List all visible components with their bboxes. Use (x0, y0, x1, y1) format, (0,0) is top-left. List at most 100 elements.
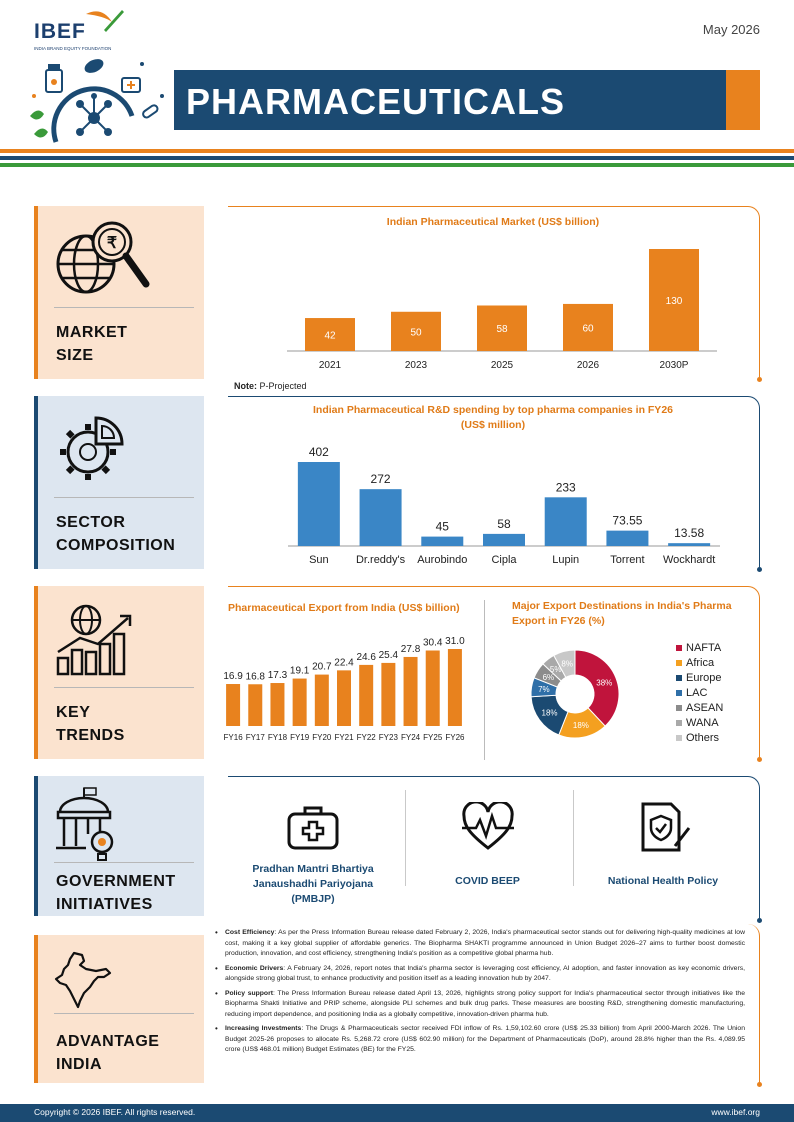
svg-text:₹: ₹ (107, 235, 117, 252)
panel-divider (54, 1013, 194, 1014)
slice-label: 8% (561, 659, 573, 668)
slice-label: 38% (596, 678, 612, 687)
data-label: 233 (556, 480, 576, 494)
bar (337, 670, 351, 726)
donut-slice (574, 649, 620, 727)
data-label: 50 (410, 327, 422, 338)
tick-label: Torrent (610, 554, 644, 566)
market-note: Note: P-Projected (234, 381, 307, 391)
legend-label: LAC (686, 686, 708, 699)
advantage-item: Economic Drivers: A February 24, 2026, r… (213, 964, 745, 985)
tick-label: FY22 (357, 733, 377, 742)
chart-title-exports: Pharmaceutical Export from India (US$ bi… (228, 602, 460, 614)
panel-key-trends: KEY TRENDS (34, 586, 204, 759)
bar (563, 303, 613, 351)
tick-label: FY21 (334, 733, 354, 742)
page-title: PHARMACEUTICALS (186, 81, 565, 122)
legend-swatch (676, 719, 682, 726)
data-label: 31.0 (445, 636, 465, 647)
export-bar-chart: 16.9 FY16 16.8 FY17 17.3 FY18 19.1 FY19 20.7 FY20… (223, 636, 465, 742)
government-building-icon (56, 787, 114, 861)
panel-divider (54, 687, 194, 688)
copyright-text: Copyright © 2026 IBEF. All rights reserv… (34, 1107, 196, 1117)
legend-label: WANA (686, 716, 719, 729)
data-label: 73.55 (612, 514, 642, 528)
tick-label: Cipla (491, 554, 517, 566)
gear-chart-icon (60, 416, 124, 480)
frame-dot (757, 757, 762, 762)
bar (292, 678, 307, 726)
tick-label: Sun (309, 554, 329, 566)
data-label: 16.9 (223, 671, 243, 682)
tick-label: 2023 (405, 360, 428, 371)
pharma-molecule-icon (30, 59, 164, 143)
legend-label: Others (686, 731, 720, 744)
bar (314, 674, 329, 726)
globe-rupee-magnifier-icon: ₹ (56, 221, 150, 294)
ibef-logo[interactable]: IBEF INDIA BRAND EQUITY FOUNDATION (34, 10, 134, 54)
panel-market-size: ₹ MARKET SIZE (34, 206, 204, 379)
data-label: 130 (666, 296, 683, 307)
bar (297, 462, 340, 546)
india-map-icon (54, 951, 112, 1009)
tick-label: Lupin (552, 554, 579, 566)
tick-label: 2026 (577, 360, 600, 371)
panel-divider (54, 307, 194, 308)
tick-label: Wockhardt (663, 554, 715, 566)
gov-initiative-covid-beep: COVID BEEP (410, 790, 565, 910)
data-label: 58 (496, 324, 508, 335)
advantage-list: Cost Efficiency: As per the Press Inform… (213, 928, 745, 1060)
section-label-advantage-india: ADVANTAGE INDIA (56, 1033, 160, 1073)
gov-separator (573, 790, 574, 886)
tick-label: 2021 (319, 360, 342, 371)
gov-initiative-national-health-policy: National Health Policy (578, 790, 748, 910)
tick-label: FY25 (423, 733, 443, 742)
legend-swatch (676, 674, 682, 681)
data-label: 30.4 (423, 637, 443, 648)
gov-initiative-pmbjp: Pradhan Mantri Bhartiya Janaushadhi Pari… (238, 790, 388, 910)
section-label-market-size: MARKET SIZE (56, 324, 128, 364)
bar (403, 656, 418, 726)
bar (544, 497, 587, 546)
first-aid-kit-icon (287, 806, 339, 850)
advantage-frame (228, 924, 762, 1087)
section-label-key-trends: KEY TRENDS (56, 704, 125, 744)
bar (477, 305, 527, 351)
gov-initiative-label: COVID BEEP (455, 875, 520, 887)
advantage-item: Cost Efficiency: As per the Press Inform… (213, 928, 745, 960)
heart-pulse-icon (461, 802, 514, 850)
bar (425, 650, 440, 726)
chart-title-destinations: Major Export Destinations in India's Pha… (512, 600, 732, 627)
tick-label: Aurobindo (417, 554, 467, 566)
bar (305, 318, 355, 351)
bar (447, 649, 462, 726)
donut-legend: NAFTA Africa Europe LAC ASEAN WANA Others (676, 640, 766, 745)
legend-item: Africa (676, 655, 766, 670)
trends-chart-frame (228, 586, 762, 762)
logo-swoosh-icon (86, 10, 124, 32)
legend-label: Europe (686, 671, 722, 684)
stripe-orange (0, 149, 794, 153)
data-label: 402 (309, 445, 329, 459)
data-label: 60 (582, 323, 594, 334)
website-link[interactable]: www.ibef.org (711, 1107, 760, 1117)
advantage-item: Increasing Investments: The Drugs & Phar… (213, 1024, 745, 1056)
rnd-chart-frame (228, 396, 762, 572)
data-label: 20.7 (312, 662, 332, 673)
footer: Copyright © 2026 IBEF. All rights reserv… (0, 1104, 794, 1122)
legend-item: ASEAN (676, 700, 766, 715)
data-label: 22.4 (334, 657, 354, 668)
title-accent (726, 70, 760, 130)
tick-label: Dr.reddy's (356, 554, 406, 566)
bar (248, 684, 263, 726)
legend-item: WANA (676, 715, 766, 730)
bar (668, 543, 711, 546)
frame-dot (757, 567, 762, 572)
data-label: 17.3 (268, 670, 288, 681)
donut-slice (553, 649, 576, 679)
panel-advantage-india: ADVANTAGE INDIA (34, 935, 204, 1083)
slice-label: 18% (542, 709, 558, 718)
section-label-government-initiatives: GOVERNMENT INITIATIVES (56, 873, 176, 913)
legend-label: NAFTA (686, 641, 722, 654)
data-label: 24.6 (356, 652, 376, 663)
